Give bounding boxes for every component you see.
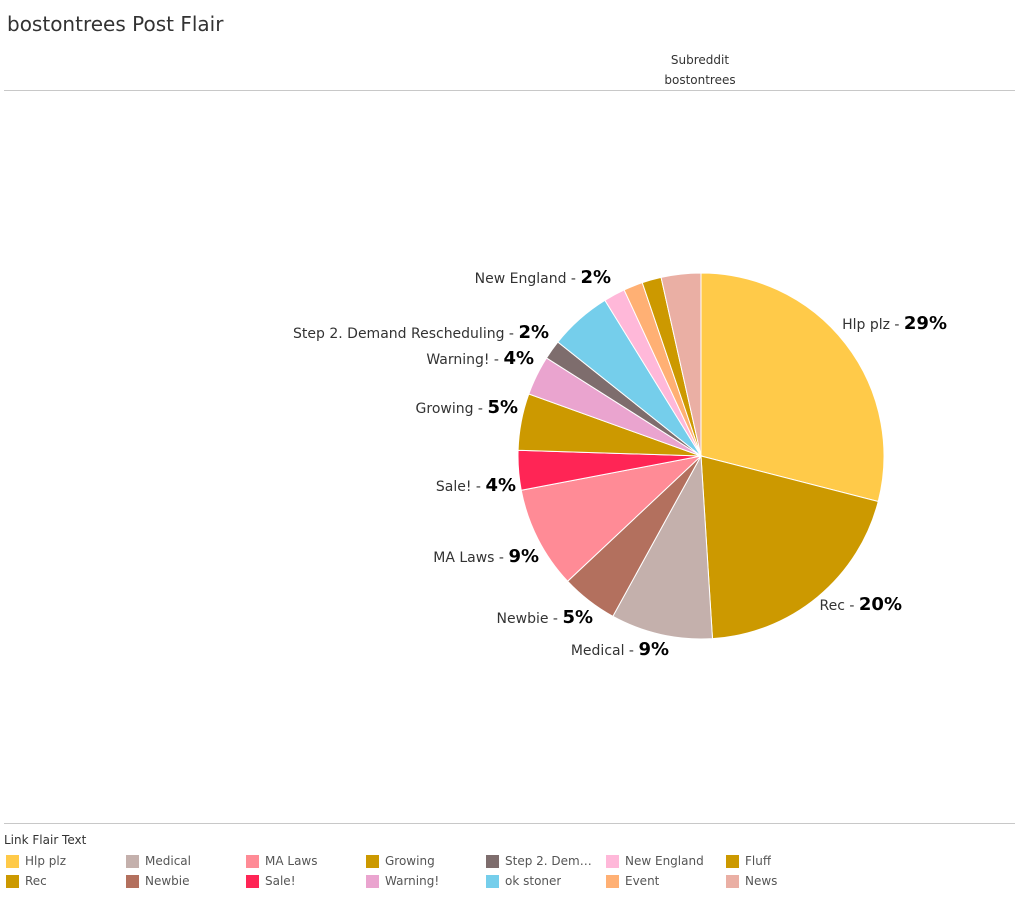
pie-label-new-england: New England - 2%	[475, 267, 611, 288]
legend-label: Hlp plz	[25, 854, 67, 868]
legend: Hlp plz Rec Medical Newbie MA Laws Sale! Growi…	[6, 852, 1015, 896]
pie-label-name: Warning! -	[426, 352, 503, 368]
legend-item[interactable]: Fluff	[726, 852, 771, 870]
legend-swatch	[726, 854, 739, 868]
pie-label-growing: Growing - 5%	[416, 397, 518, 418]
legend-item[interactable]: Newbie	[126, 872, 190, 890]
legend-label: Rec	[25, 874, 47, 888]
legend-item[interactable]: Rec	[6, 872, 47, 890]
pie-label-name: Growing -	[416, 401, 488, 417]
legend-label: MA Laws	[265, 854, 318, 868]
pie-slice-news[interactable]	[660, 272, 702, 457]
legend-swatch	[366, 874, 379, 888]
legend-label: Growing	[385, 854, 435, 868]
legend-item[interactable]: Event	[606, 872, 659, 890]
pie-slice-rec[interactable]	[700, 455, 879, 640]
column-header-label: Subreddit	[670, 53, 730, 67]
legend-label: Event	[625, 874, 660, 888]
pie-slice-hlp-plz[interactable]	[700, 272, 885, 503]
pie-label-name: New England -	[475, 271, 581, 287]
legend-item[interactable]: ok stoner	[486, 872, 561, 890]
legend-item[interactable]: Sale!	[246, 872, 296, 890]
legend-item[interactable]: News	[726, 872, 777, 890]
legend-item[interactable]: Hlp plz	[6, 852, 66, 870]
legend-swatch	[606, 854, 619, 868]
pie-label-medical: Medical - 9%	[571, 639, 669, 660]
pie-label-value: 4%	[503, 348, 534, 369]
legend-label: Fluff	[745, 854, 772, 868]
legend-swatch	[246, 854, 259, 868]
legend-swatch	[126, 854, 139, 868]
legend-label: New England	[625, 854, 704, 868]
legend-label: Newbie	[145, 874, 190, 888]
legend-swatch	[6, 854, 19, 868]
pie-label-value: 9%	[508, 546, 539, 567]
legend-swatch	[606, 874, 619, 888]
pie-label-value: 2%	[580, 267, 611, 288]
pie-label-warning: Warning! - 4%	[426, 348, 534, 369]
legend-label: ok stoner	[505, 874, 562, 888]
legend-swatch	[486, 854, 499, 868]
column-header-value: bostontrees	[664, 73, 736, 87]
legend-item[interactable]: New England	[606, 852, 704, 870]
pie-slice-medical[interactable]	[612, 454, 714, 640]
legend-swatch	[246, 874, 259, 888]
legend-swatch	[486, 874, 499, 888]
pie-label-value: 4%	[485, 475, 516, 496]
legend-item[interactable]: Medical	[126, 852, 191, 870]
legend-item[interactable]: Warning!	[366, 872, 439, 890]
legend-label: Medical	[145, 854, 191, 868]
legend-swatch	[726, 874, 739, 888]
pie-label-name: Sale! -	[436, 479, 486, 495]
legend-swatch	[126, 874, 139, 888]
pie-label-name: MA Laws -	[433, 550, 508, 566]
legend-item[interactable]: Growing	[366, 852, 435, 870]
pie-label-value: 5%	[562, 607, 593, 628]
pie-label-newbie: Newbie - 5%	[497, 607, 593, 628]
header-divider	[4, 90, 1015, 91]
legend-label: Sale!	[265, 874, 296, 888]
page-title: bostontrees Post Flair	[7, 12, 224, 36]
legend-swatch	[6, 874, 19, 888]
legend-label: News	[745, 874, 778, 888]
pie-label-ma-laws: MA Laws - 9%	[433, 546, 539, 567]
pie-label-name: Medical -	[571, 643, 639, 659]
legend-divider	[4, 823, 1015, 824]
pie-label-name: Step 2. Demand Rescheduling -	[293, 326, 518, 342]
pie-label-name: Hlp plz -	[842, 317, 904, 333]
pie-label-value: 9%	[638, 639, 669, 660]
legend-title: Link Flair Text	[4, 833, 87, 847]
pie-label-value: 20%	[859, 594, 902, 615]
legend-label: Warning!	[385, 874, 440, 888]
pie-label-rec: Rec - 20%	[820, 594, 902, 615]
legend-swatch	[366, 854, 379, 868]
pie-slice-ma-laws[interactable]	[520, 455, 703, 582]
legend-item[interactable]: Step 2. Demand..	[486, 852, 599, 870]
pie-label-step-2-demand-rescheduling: Step 2. Demand Rescheduling - 2%	[293, 322, 549, 343]
pie-chart: Hlp plz - 29% Rec - 20% Medical - 9% Newbie…	[293, 267, 947, 660]
pie-label-value: 29%	[904, 313, 947, 334]
pie-label-name: Newbie -	[497, 611, 563, 627]
legend-item[interactable]: MA Laws	[246, 852, 317, 870]
pie-label-name: Rec -	[820, 598, 859, 614]
pie-label-sale: Sale! - 4%	[436, 475, 516, 496]
pie-label-hlp-plz: Hlp plz - 29%	[842, 313, 947, 334]
pie-label-value: 5%	[487, 397, 518, 418]
legend-label: Step 2. Demand..	[505, 854, 599, 868]
pie-label-value: 2%	[518, 322, 549, 343]
